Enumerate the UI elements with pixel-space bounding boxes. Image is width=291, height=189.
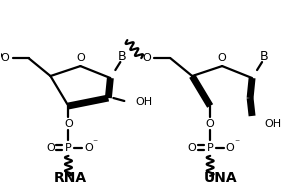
Text: O: O <box>142 53 151 63</box>
Text: O: O <box>84 143 93 153</box>
Text: O: O <box>206 119 214 129</box>
Text: O: O <box>46 143 55 153</box>
Text: O: O <box>64 119 73 129</box>
Text: ⁻: ⁻ <box>235 138 240 148</box>
Text: O: O <box>188 143 196 153</box>
Text: O: O <box>76 53 85 63</box>
Text: P: P <box>65 143 72 153</box>
Text: ⁻: ⁻ <box>93 138 98 148</box>
Text: B: B <box>118 50 127 63</box>
Text: UNA: UNA <box>203 171 237 185</box>
Text: O: O <box>0 53 9 63</box>
Text: OH: OH <box>264 119 281 129</box>
Text: P: P <box>207 143 214 153</box>
Text: RNA: RNA <box>54 171 87 185</box>
Text: O: O <box>226 143 235 153</box>
Text: B: B <box>260 50 268 63</box>
Text: OH: OH <box>135 97 152 107</box>
Text: O: O <box>218 53 226 63</box>
